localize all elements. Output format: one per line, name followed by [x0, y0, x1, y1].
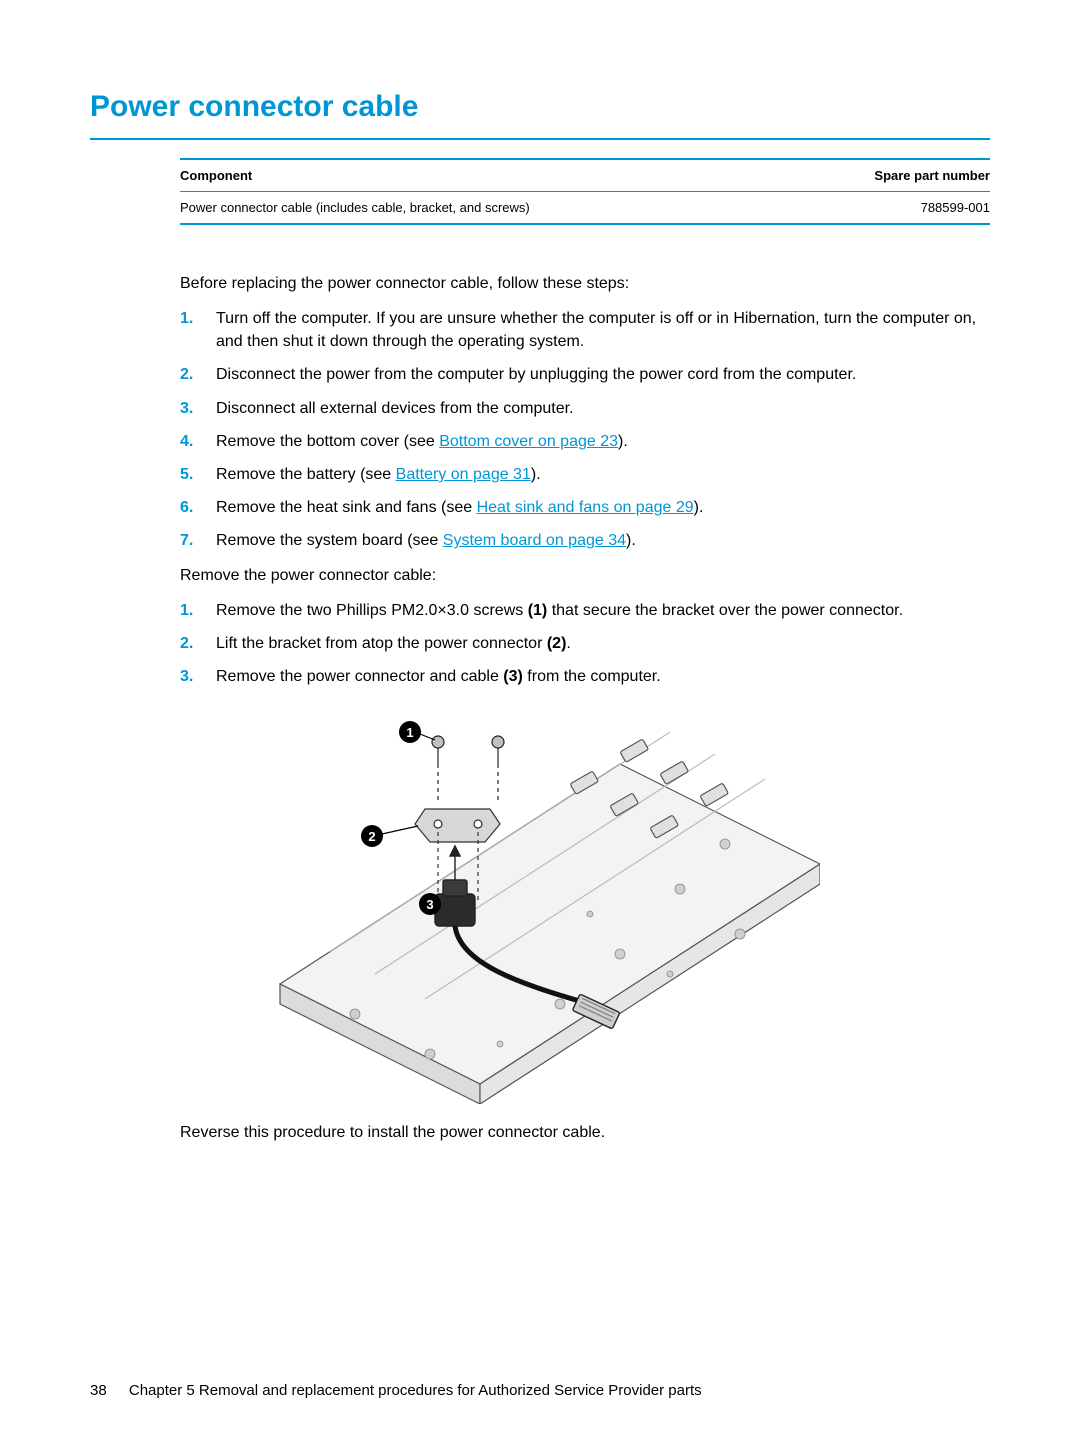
- step-text: Disconnect the power from the computer b…: [216, 366, 856, 383]
- step-item: Turn off the computer. If you are unsure…: [180, 307, 990, 353]
- title-rule: [90, 138, 990, 140]
- callout-2: 2: [368, 829, 375, 844]
- cross-reference-link[interactable]: Battery on page 31: [396, 466, 531, 483]
- step-text: that secure the bracket over the power c…: [547, 602, 903, 619]
- step-text: Remove the power connector and cable: [216, 668, 503, 685]
- callout-ref: (3): [503, 668, 523, 685]
- table-header-component: Component: [180, 159, 789, 192]
- cross-reference-link[interactable]: System board on page 34: [443, 532, 626, 549]
- page-number: 38: [90, 1382, 107, 1399]
- step-item: Remove the system board (see System boar…: [180, 529, 990, 552]
- table-cell-component: Power connector cable (includes cable, b…: [180, 192, 789, 225]
- callout-1: 1: [406, 725, 413, 740]
- power-connector-diagram: 1 2 3: [260, 704, 820, 1104]
- table-row: Power connector cable (includes cable, b…: [180, 192, 990, 225]
- page-footer: 38 Chapter 5 Removal and replacement pro…: [90, 1382, 702, 1399]
- prep-steps-list: Turn off the computer. If you are unsure…: [180, 307, 990, 553]
- step-item: Remove the bottom cover (see Bottom cove…: [180, 430, 990, 453]
- callout-ref: (1): [528, 602, 548, 619]
- step-item: Lift the bracket from atop the power con…: [180, 632, 990, 655]
- step-text: Remove the system board (see: [216, 532, 443, 549]
- step-text: ).: [694, 499, 704, 516]
- step-text: Lift the bracket from atop the power con…: [216, 635, 547, 652]
- step-text: .: [566, 635, 570, 652]
- cross-reference-link[interactable]: Heat sink and fans on page 29: [477, 499, 694, 516]
- step-text: Remove the bottom cover (see: [216, 433, 439, 450]
- intro-text: Before replacing the power connector cab…: [180, 275, 990, 293]
- step-item: Remove the two Phillips PM2.0×3.0 screws…: [180, 599, 990, 622]
- chapter-text: Chapter 5 Removal and replacement proced…: [129, 1382, 702, 1399]
- page-title: Power connector cable: [90, 90, 990, 124]
- step-text: Turn off the computer. If you are unsure…: [216, 310, 976, 350]
- callout-ref: (2): [547, 635, 567, 652]
- removal-intro: Remove the power connector cable:: [180, 567, 990, 585]
- step-item: Remove the heat sink and fans (see Heat …: [180, 496, 990, 519]
- step-text: ).: [531, 466, 541, 483]
- step-text: Remove the battery (see: [216, 466, 396, 483]
- step-text: Disconnect all external devices from the…: [216, 400, 574, 417]
- step-text: from the computer.: [523, 668, 661, 685]
- cross-reference-link[interactable]: Bottom cover on page 23: [439, 433, 618, 450]
- table-header-spare: Spare part number: [789, 159, 990, 192]
- table-cell-spare: 788599-001: [789, 192, 990, 225]
- removal-steps-list: Remove the two Phillips PM2.0×3.0 screws…: [180, 599, 990, 689]
- closing-text: Reverse this procedure to install the po…: [180, 1124, 990, 1142]
- callout-3: 3: [426, 897, 433, 912]
- step-item: Remove the power connector and cable (3)…: [180, 665, 990, 688]
- parts-table: Component Spare part number Power connec…: [180, 158, 990, 225]
- step-text: ).: [626, 532, 636, 549]
- step-item: Disconnect the power from the computer b…: [180, 363, 990, 386]
- step-item: Disconnect all external devices from the…: [180, 397, 990, 420]
- step-text: Remove the heat sink and fans (see: [216, 499, 477, 516]
- figure-container: 1 2 3: [90, 704, 990, 1104]
- step-text: Remove the two Phillips PM2.0×3.0 screws: [216, 602, 528, 619]
- step-item: Remove the battery (see Battery on page …: [180, 463, 990, 486]
- step-text: ).: [618, 433, 628, 450]
